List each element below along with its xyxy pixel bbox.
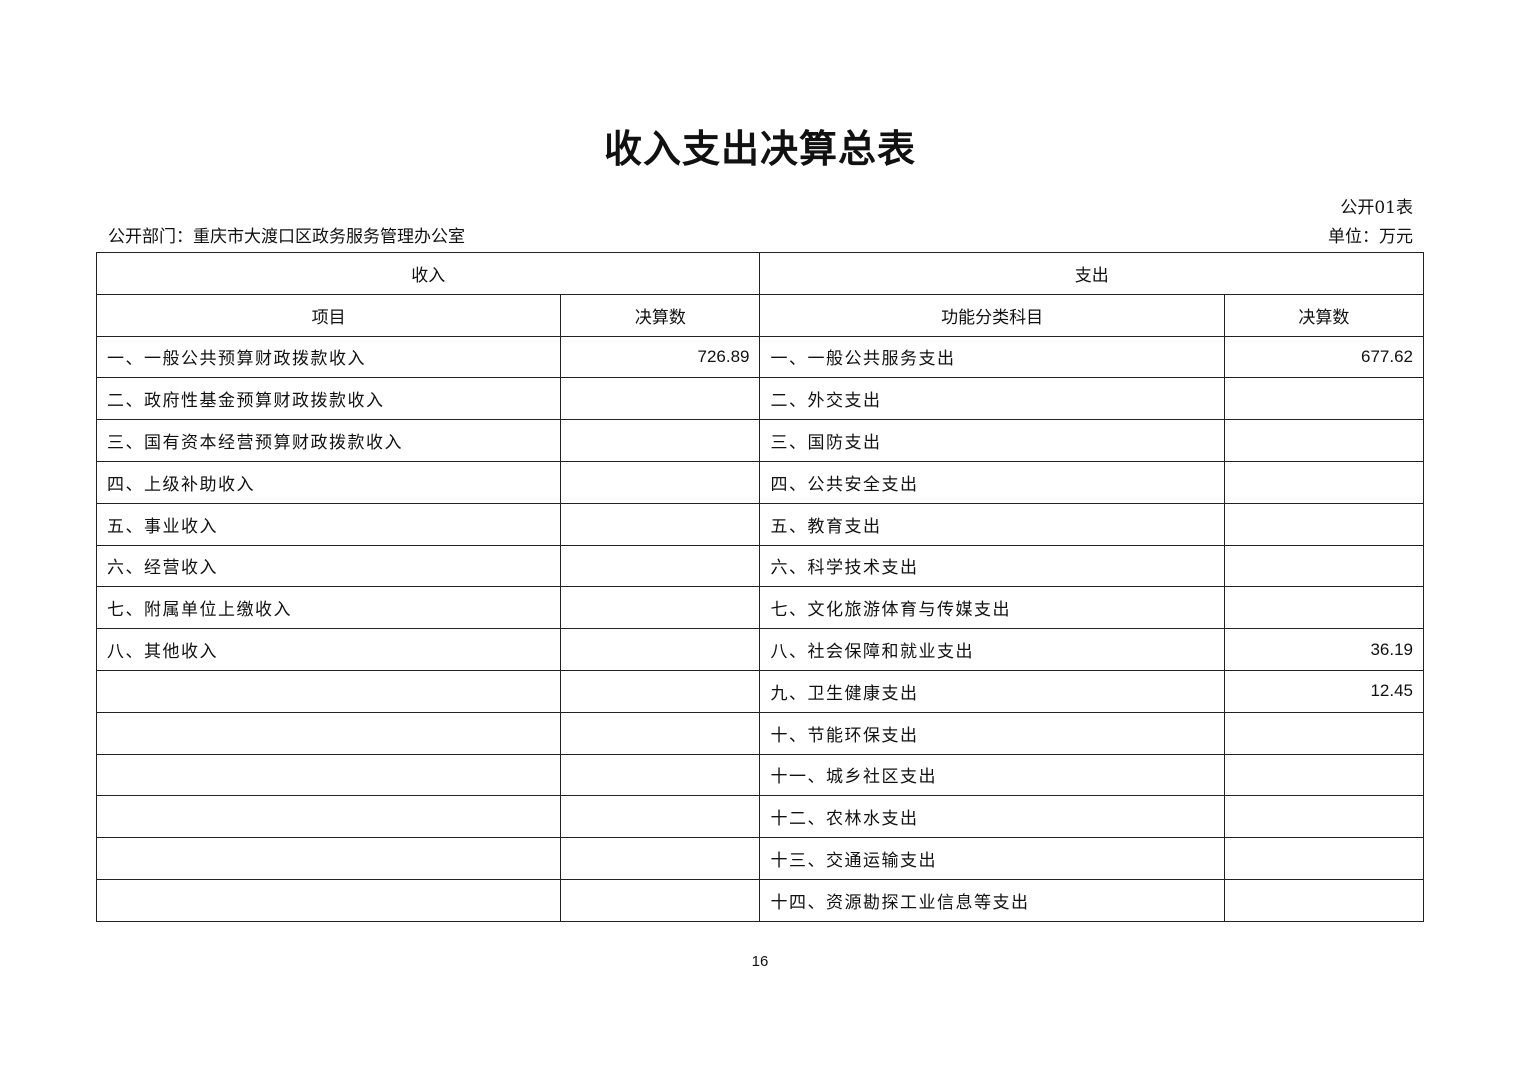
item-header: 项目 [95, 293, 562, 337]
table-row: 七、附属单位上缴收入 七、文化旅游体育与传媒支出 [95, 586, 1425, 630]
table-row: 四、上级补助收入 四、公共安全支出 [95, 460, 1425, 504]
expense-amount: 12.45 [1223, 669, 1425, 713]
page-number: 16 [751, 953, 769, 970]
expense-item: 十一、城乡社区支出 [759, 753, 1225, 797]
expense-item: 五、教育支出 [759, 502, 1225, 546]
table-row: 二、政府性基金预算财政拨款收入 二、外交支出 [95, 377, 1425, 421]
expense-item: 三、国防支出 [759, 419, 1225, 462]
table-row: 三、国有资本经营预算财政拨款收入 三、国防支出 [95, 419, 1425, 462]
expense-amount: 36.19 [1223, 628, 1425, 671]
income-item: 一、一般公共预算财政拨款收入 [95, 335, 562, 379]
income-amount [560, 419, 761, 462]
income-amount [560, 502, 761, 546]
expense-item: 六、科学技术支出 [759, 544, 1225, 588]
table-row: 十三、交通运输支出 [95, 837, 1425, 880]
income-item [95, 837, 562, 880]
table-number: 公开01表 [1340, 198, 1413, 218]
table-row: 一、一般公共预算财政拨款收入 726.89 一、一般公共服务支出 677.62 [95, 335, 1425, 379]
expense-header: 支出 [759, 252, 1424, 295]
expense-item: 十、节能环保支出 [759, 711, 1225, 755]
expense-item: 十三、交通运输支出 [759, 837, 1225, 880]
expense-amount: 677.62 [1223, 335, 1425, 379]
table-row: 八、其他收入 八、社会保障和就业支出 36.19 [95, 628, 1425, 671]
income-item [95, 753, 562, 797]
income-amount [560, 628, 761, 671]
amount-header: 决算数 [560, 293, 761, 337]
expense-item: 十二、农林水支出 [759, 795, 1225, 839]
income-item: 六、经营收入 [95, 544, 562, 588]
table-row: 十四、资源勘探工业信息等支出 [95, 878, 1425, 922]
expense-amount [1223, 795, 1425, 839]
income-header: 收入 [95, 252, 761, 295]
unit: 单位：万元 [1328, 227, 1413, 247]
expense-item: 四、公共安全支出 [759, 460, 1225, 504]
income-item: 四、上级补助收入 [95, 460, 562, 504]
income-item [95, 669, 562, 713]
department: 公开部门：重庆市大渡口区政务服务管理办公室 [108, 227, 465, 247]
expense-amount [1223, 377, 1425, 421]
income-item [95, 711, 562, 755]
income-item: 七、附属单位上缴收入 [95, 586, 562, 630]
expense-item: 十四、资源勘探工业信息等支出 [759, 878, 1225, 922]
table-row: 十一、城乡社区支出 [95, 753, 1425, 797]
expense-item: 八、社会保障和就业支出 [759, 628, 1225, 671]
income-amount [560, 544, 761, 588]
income-amount [560, 837, 761, 880]
income-amount [560, 669, 761, 713]
expense-item: 九、卫生健康支出 [759, 669, 1225, 713]
func-header: 功能分类科目 [759, 293, 1225, 337]
amount2-header: 决算数 [1223, 293, 1425, 337]
table-row: 六、经营收入 六、科学技术支出 [95, 544, 1425, 588]
page-title: 收入支出决算总表 [603, 127, 916, 171]
table-row: 十二、农林水支出 [95, 795, 1425, 839]
expense-item: 七、文化旅游体育与传媒支出 [759, 586, 1225, 630]
expense-item: 二、外交支出 [759, 377, 1225, 421]
income-amount [560, 586, 761, 630]
income-amount [560, 795, 761, 839]
expense-amount [1223, 837, 1425, 880]
expense-amount [1223, 586, 1425, 630]
expense-amount [1223, 753, 1425, 797]
income-item: 八、其他收入 [95, 628, 562, 671]
table-row: 九、卫生健康支出 12.45 [95, 669, 1425, 713]
header-row-1: 收入 支出 [95, 252, 1424, 295]
summary-table: 收入 支出 项目 决算数 功能分类科目 决算数 一、一般公共预算财政拨款收入 72… [95, 252, 1425, 922]
income-amount [560, 878, 761, 922]
income-item [95, 795, 562, 839]
expense-item: 一、一般公共服务支出 [759, 335, 1225, 379]
income-amount [560, 753, 761, 797]
income-item: 二、政府性基金预算财政拨款收入 [95, 377, 562, 421]
expense-amount [1223, 419, 1425, 462]
expense-amount [1223, 544, 1425, 588]
income-item: 三、国有资本经营预算财政拨款收入 [95, 419, 562, 462]
expense-amount [1223, 502, 1425, 546]
income-amount: 726.89 [560, 335, 761, 379]
income-item [95, 878, 562, 922]
expense-amount [1223, 460, 1425, 504]
income-item: 五、事业收入 [95, 502, 562, 546]
expense-amount [1223, 878, 1425, 922]
table-row: 十、节能环保支出 [95, 711, 1425, 755]
income-amount [560, 460, 761, 504]
table-row: 五、事业收入 五、教育支出 [95, 502, 1425, 546]
expense-amount [1223, 711, 1425, 755]
income-amount [560, 711, 761, 755]
income-amount [560, 377, 761, 421]
header-row-2: 项目 决算数 功能分类科目 决算数 [95, 293, 1425, 337]
